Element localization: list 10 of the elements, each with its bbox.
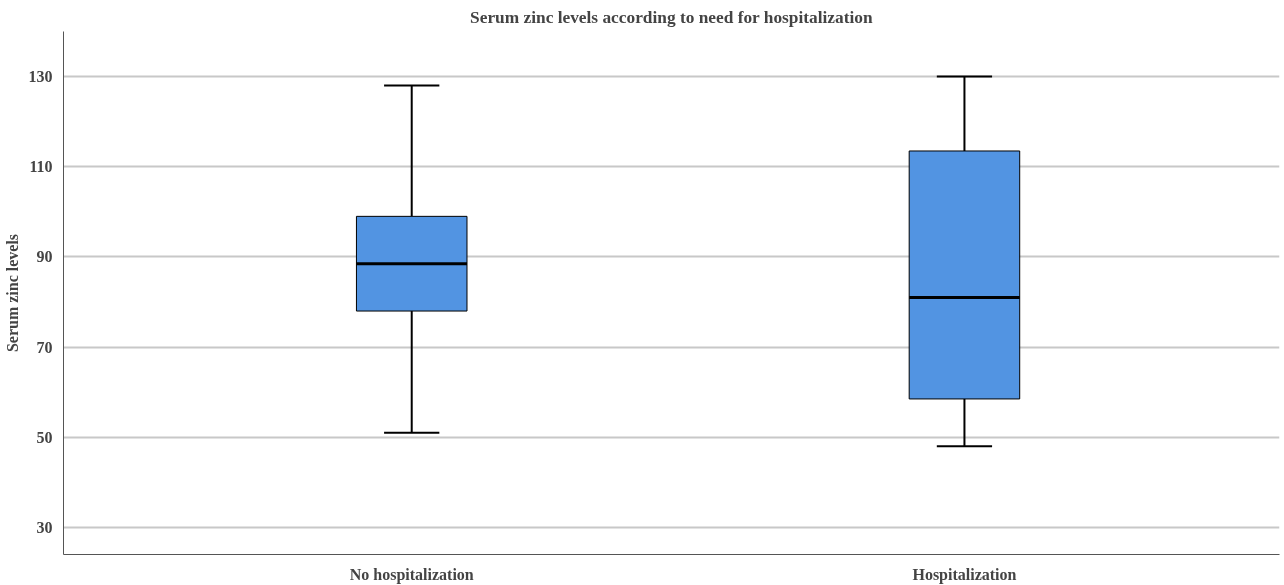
y-tick-label: 30 xyxy=(36,518,53,536)
y-axis-title: Serum zinc levels xyxy=(3,233,21,353)
x-tick-label: No hospitalization xyxy=(349,565,474,584)
y-tick-label: 50 xyxy=(36,428,53,446)
y-tick-label: 70 xyxy=(36,338,53,356)
x-tick-label: Hospitalization xyxy=(912,565,1017,584)
chart-title: Serum zinc levels according to need for hospitalization xyxy=(470,7,873,27)
y-tick-label: 90 xyxy=(36,248,53,266)
y-tick-label: 110 xyxy=(29,158,53,176)
y-tick-label: 130 xyxy=(28,68,53,86)
